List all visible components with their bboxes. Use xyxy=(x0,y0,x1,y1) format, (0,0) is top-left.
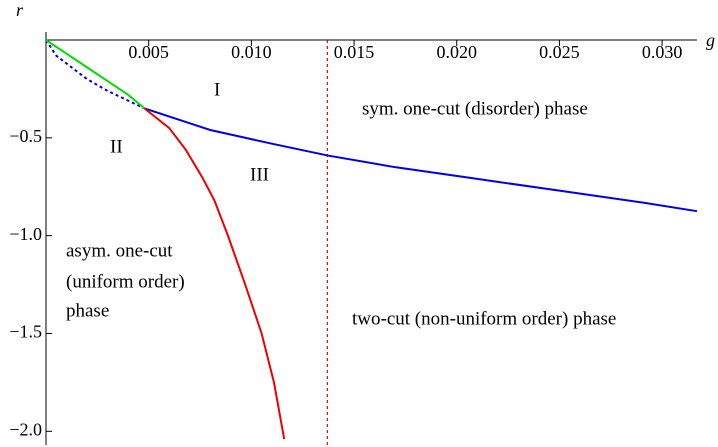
x-tick-label: 0.030 xyxy=(642,42,683,62)
x-tick-label: 0.025 xyxy=(539,42,580,62)
x-axis-label: g xyxy=(706,30,715,50)
annotation: asym. one-cut xyxy=(66,240,173,261)
x-tick-label: 0.020 xyxy=(436,42,477,62)
y-tick-label: −1.0 xyxy=(9,224,42,244)
phase-curve xyxy=(143,107,286,440)
annotation: two-cut (non-uniform order) phase xyxy=(352,308,616,329)
annotation: phase xyxy=(66,300,109,321)
y-axis-label: r xyxy=(16,0,24,20)
annotation: III xyxy=(250,164,269,185)
annotation: sym. one-cut (disorder) phase xyxy=(362,98,588,119)
x-tick-label: 0.005 xyxy=(128,42,169,62)
phase-curve xyxy=(45,39,146,110)
phase-curve xyxy=(45,39,146,110)
annotation: II xyxy=(110,136,123,157)
x-tick-label: 0.010 xyxy=(231,42,272,62)
y-tick-label: −0.5 xyxy=(9,126,42,146)
phase-curve xyxy=(144,107,698,213)
y-tick-label: −2.0 xyxy=(9,419,42,439)
x-tick-label: 0.015 xyxy=(334,42,375,62)
annotation: (uniform order) xyxy=(66,271,185,292)
y-tick-label: −1.5 xyxy=(9,322,42,342)
annotation: I xyxy=(214,79,220,100)
